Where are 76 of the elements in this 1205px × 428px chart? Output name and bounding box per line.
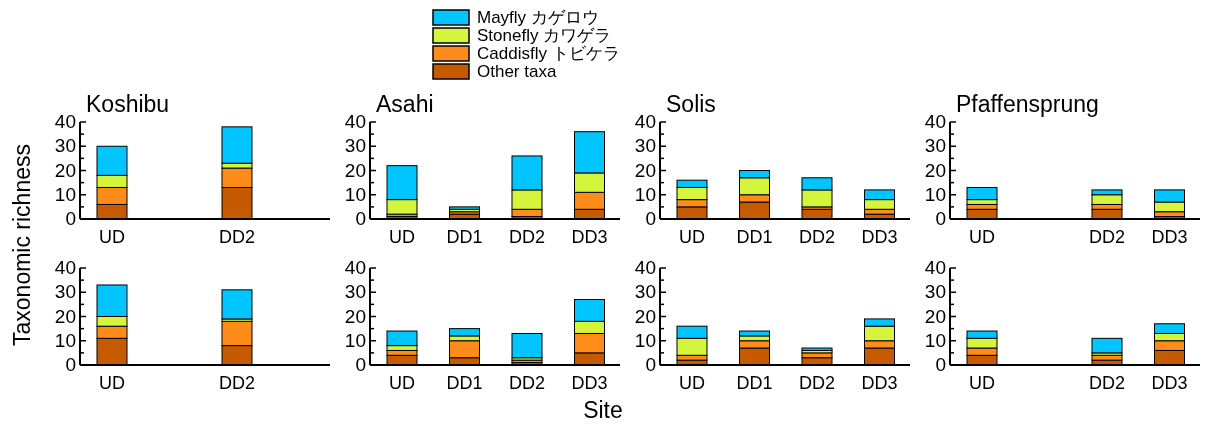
y-tick-label: 20 (344, 305, 366, 327)
y-axis-title: Taxonomic richness (9, 144, 35, 346)
x-tick-label: DD2 (218, 373, 256, 393)
y-tick-label: 20 (924, 159, 946, 181)
y-tick-label: 10 (344, 183, 366, 205)
y-tick-label: 20 (924, 305, 946, 327)
x-tick-label: UD (389, 373, 415, 393)
y-tick-label: 40 (344, 111, 366, 132)
x-tick-label: DD3 (861, 373, 898, 393)
x-tick-label: DD3 (1151, 373, 1188, 393)
y-tick-label: 20 (54, 305, 76, 327)
x-tick-label: DD1 (446, 227, 483, 247)
legend-label: Other taxa (477, 62, 557, 81)
y-tick-label: 40 (344, 257, 366, 278)
y-tick-label: 10 (924, 183, 946, 205)
x-axis-title: Site (583, 397, 623, 423)
y-tick-label: 30 (634, 281, 656, 303)
y-tick-label: 10 (924, 329, 946, 351)
y-tick-label: 30 (634, 135, 656, 157)
y-tick-label: 0 (935, 208, 946, 229)
legend-label: Caddisfly トビケラ (477, 44, 620, 63)
y-tick-label: 30 (924, 281, 946, 303)
y-tick-label: 10 (54, 183, 76, 205)
x-tick-label: UD (679, 227, 705, 247)
x-tick-label: DD3 (861, 227, 898, 247)
y-tick-label: 40 (54, 111, 76, 132)
x-tick-label: DD2 (508, 227, 546, 247)
y-tick-label: 30 (924, 135, 946, 157)
y-tick-label: 40 (54, 257, 76, 278)
y-tick-label: 10 (344, 329, 366, 351)
y-tick-label: 40 (634, 257, 656, 278)
y-tick-label: 10 (634, 329, 656, 351)
y-tick-label: 30 (344, 135, 366, 157)
y-tick-label: 0 (65, 208, 76, 229)
x-tick-label: DD1 (736, 227, 773, 247)
x-tick-label: UD (679, 373, 705, 393)
y-tick-label: 0 (355, 354, 366, 375)
y-tick-label: 30 (54, 135, 76, 157)
x-tick-label: DD2 (1088, 227, 1126, 247)
y-tick-label: 0 (935, 354, 946, 375)
chart-title: Solis (666, 91, 716, 117)
x-tick-label: UD (389, 227, 415, 247)
y-tick-label: 40 (634, 111, 656, 132)
y-tick-label: 10 (54, 329, 76, 351)
x-tick-label: DD2 (1088, 373, 1126, 393)
x-tick-label: UD (99, 227, 125, 247)
y-tick-label: 40 (924, 111, 946, 132)
x-tick-label: UD (969, 373, 995, 393)
chart-title: Koshibu (86, 91, 170, 117)
y-tick-label: 40 (924, 257, 946, 278)
x-tick-label: DD2 (798, 227, 836, 247)
legend-label: Stonefly カワゲラ (477, 26, 612, 45)
y-tick-label: 20 (634, 305, 656, 327)
legend-label: Mayfly カゲロウ (477, 8, 599, 27)
y-tick-label: 20 (54, 159, 76, 181)
x-tick-label: UD (969, 227, 995, 247)
x-tick-label: DD3 (571, 227, 608, 247)
y-tick-label: 30 (54, 281, 76, 303)
x-tick-label: DD2 (508, 373, 546, 393)
y-tick-label: 0 (355, 208, 366, 229)
y-tick-label: 10 (634, 183, 656, 205)
chart-title: Pfaffensprung (956, 91, 1099, 117)
x-tick-label: DD1 (446, 373, 483, 393)
x-tick-label: DD2 (798, 373, 836, 393)
y-tick-label: 0 (645, 208, 656, 229)
y-tick-label: 0 (645, 354, 656, 375)
chart-title: Asahi (376, 91, 434, 117)
y-tick-label: 30 (344, 281, 366, 303)
y-tick-label: 20 (344, 159, 366, 181)
x-tick-label: UD (99, 373, 125, 393)
y-tick-label: 20 (634, 159, 656, 181)
x-tick-label: DD3 (571, 373, 608, 393)
x-tick-label: DD2 (218, 227, 256, 247)
y-tick-label: 0 (65, 354, 76, 375)
x-tick-label: DD3 (1151, 227, 1188, 247)
x-tick-label: DD1 (736, 373, 773, 393)
